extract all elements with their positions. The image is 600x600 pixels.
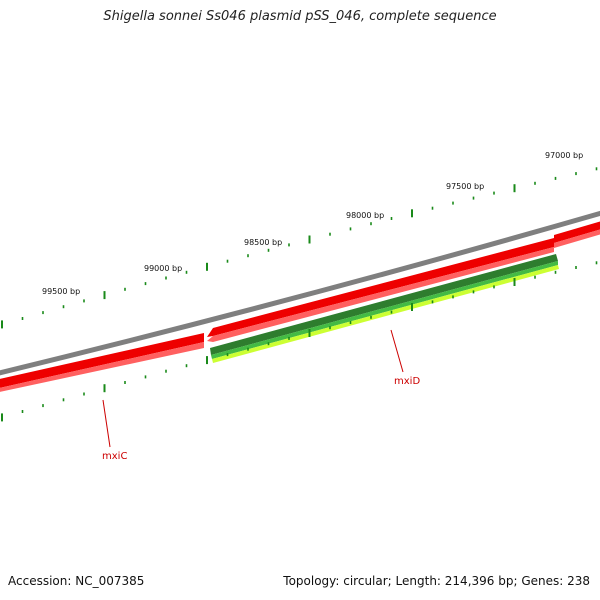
map-title: Shigella sonnei Ss046 plasmid pSS_046, c… [103,9,497,24]
sequence-summary: Topology: circular; Length: 214,396 bp; … [283,574,590,588]
gene-mxic-band [0,333,204,392]
gene-mxid-band [207,238,554,342]
tick-label-98500: 98500 bp [244,238,282,247]
mxic-callout-line [102,399,111,448]
feature-green-bands [210,254,559,363]
lower-tick-marks [1,261,598,422]
tick-label-97500: 97500 bp [446,182,484,191]
gene-label-mxic[interactable]: mxiC [102,451,127,462]
gene-right-band [554,221,600,248]
sequence-backbone [0,210,600,376]
mxid-callout-line [390,329,404,373]
gene-label-mxid[interactable]: mxiD [394,376,420,387]
tick-label-99500: 99500 bp [42,287,80,296]
tick-label-99000: 99000 bp [144,264,182,273]
accession-text: Accession: NC_007385 [8,574,145,588]
tick-label-97000: 97000 bp [545,151,583,160]
tick-label-98000: 98000 bp [346,211,384,220]
upper-tick-marks [1,167,598,329]
